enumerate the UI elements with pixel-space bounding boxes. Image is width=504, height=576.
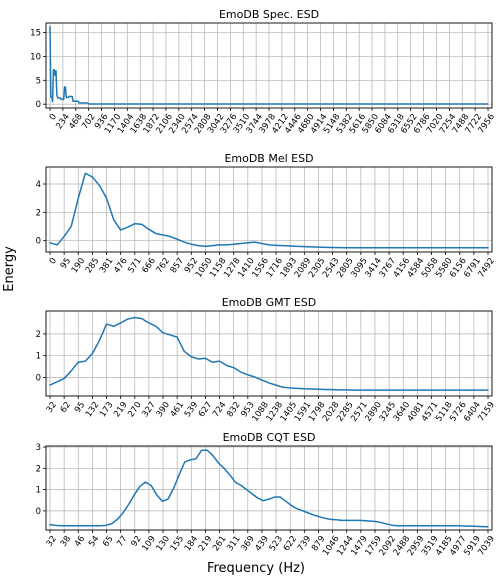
plot-frame <box>45 445 493 531</box>
y-tick-label: 3 <box>36 443 41 453</box>
x-tick-label: 32 <box>45 400 59 415</box>
y-tick-label: 0 <box>36 507 41 517</box>
x-tick-label: 539 <box>183 400 201 419</box>
x-tick-label: 622 <box>282 534 300 553</box>
x-tick-label: 77 <box>115 534 129 549</box>
x-tick-label: 369 <box>239 534 257 553</box>
x-tick-label: 62 <box>59 400 73 415</box>
panel-title: EmoDB Spec. ESD <box>219 8 319 21</box>
plot-frame <box>45 22 493 109</box>
y-tick-label: 2 <box>36 330 41 340</box>
panel-title: EmoDB Mel ESD <box>224 152 313 165</box>
plot-frame <box>45 166 493 253</box>
x-tick-label: 627 <box>197 400 215 419</box>
series-line <box>49 26 489 105</box>
x-tick-label: 476 <box>112 256 130 275</box>
y-tick-label: 2 <box>36 464 41 474</box>
x-tick-label: 132 <box>84 400 102 419</box>
x-tick-label: 523 <box>268 534 286 553</box>
y-axis-label: Energy <box>2 246 17 292</box>
series-line <box>49 172 489 249</box>
y-tick-label: 15 <box>30 29 41 39</box>
x-tick-label: 109 <box>140 534 158 553</box>
x-tick-label: 285 <box>84 256 102 275</box>
plot-frame <box>45 310 493 397</box>
x-tick-label: 739 <box>296 534 314 553</box>
x-tick-label: 32 <box>45 534 59 549</box>
x-tick-label: 381 <box>98 256 116 275</box>
x-tick-label: 461 <box>169 400 187 419</box>
x-tick-label: 184 <box>183 534 201 553</box>
x-tick-label: 0 <box>48 112 59 122</box>
x-tick-label: 155 <box>169 534 187 553</box>
x-tick-label: 65 <box>101 534 115 549</box>
x-tick-label: 54 <box>87 534 101 549</box>
x-tick-label: 666 <box>140 256 158 275</box>
x-tick-label: 571 <box>126 256 144 275</box>
x-tick-label: 270 <box>126 400 144 419</box>
panel-title: EmoDB GMT ESD <box>222 296 317 309</box>
x-tick-label: 219 <box>197 534 215 553</box>
y-tick-label: 2 <box>36 208 41 218</box>
x-tick-label: 130 <box>155 534 173 553</box>
series-line <box>49 449 489 528</box>
x-tick-label: 832 <box>225 400 243 419</box>
y-tick-label: 0 <box>36 100 41 110</box>
x-tick-label: 724 <box>211 400 229 419</box>
y-tick-label: 1 <box>36 486 41 496</box>
panel-title: EmoDB CQT ESD <box>223 431 316 444</box>
x-tick-label: 173 <box>98 400 116 419</box>
x-axis-label: Frequency (Hz) <box>207 561 305 576</box>
x-tick-label: 38 <box>59 534 73 549</box>
x-tick-label: 311 <box>225 534 243 553</box>
x-tick-label: 219 <box>112 400 130 419</box>
x-tick-label: 190 <box>70 256 88 275</box>
x-tick-label: 0 <box>48 256 59 266</box>
y-tick-label: 1 <box>36 352 41 362</box>
y-tick-label: 0 <box>36 237 41 247</box>
y-tick-label: 0 <box>36 373 41 383</box>
y-tick-label: 4 <box>36 180 41 190</box>
x-tick-label: 261 <box>211 534 229 553</box>
panel-spec-esd: EmoDB Spec. ESD0234468702936117014041638… <box>30 8 497 136</box>
x-tick-label: 327 <box>140 400 158 419</box>
x-tick-label: 762 <box>155 256 173 275</box>
series-line <box>49 316 489 391</box>
y-tick-label: 5 <box>36 76 41 86</box>
x-tick-label: 390 <box>155 400 173 419</box>
y-tick-label: 10 <box>30 52 41 62</box>
x-tick-label: 857 <box>169 256 187 275</box>
x-tick-label: 46 <box>73 534 87 549</box>
x-tick-label: 439 <box>253 534 271 553</box>
